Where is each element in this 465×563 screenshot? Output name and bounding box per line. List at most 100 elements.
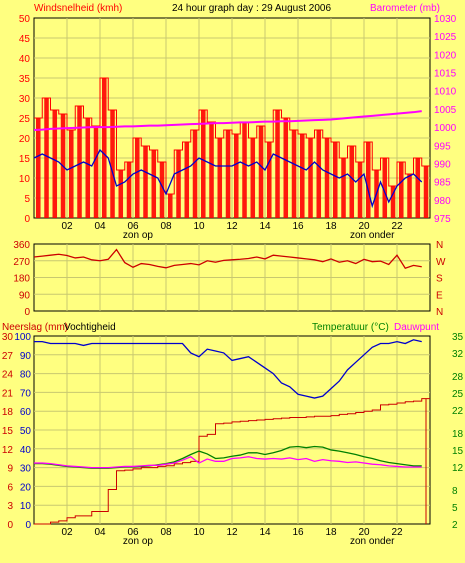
wind-gust-line [34, 77, 430, 195]
rain-ytick-3: 3 [7, 501, 13, 512]
baro-ytick-1025: 1025 [434, 32, 457, 43]
clim-xtick-18: 18 [325, 527, 337, 538]
clim-xtick-12: 12 [226, 527, 238, 538]
barometer-line [33, 110, 422, 131]
wind-gust-bar-45 [407, 174, 412, 218]
wind-gust-bar-0 [36, 118, 41, 218]
wind-gust-bar-38 [349, 146, 355, 218]
wind-gust-bar-1 [44, 98, 49, 218]
dir-compass-3: E [436, 290, 443, 301]
hum-ytick-40: 40 [20, 445, 32, 456]
rain-axis-title: Neerslag (mm) [2, 322, 68, 333]
hum-ytick-30: 30 [20, 464, 32, 475]
wind-xtick-12: 12 [226, 221, 238, 232]
wind-gust-bar-27 [258, 126, 264, 218]
wind-ytick-15: 15 [19, 154, 31, 165]
wind-ytick-10: 10 [19, 174, 31, 185]
wind-ytick-0: 0 [24, 214, 30, 225]
hum-ytick-10: 10 [20, 501, 32, 512]
chart-title: 24 hour graph day : 29 August 2006 [172, 3, 331, 14]
dir-ytick-0: 0 [24, 307, 30, 318]
wind-sunrise-label: zon op [123, 230, 153, 241]
barometer-axis-title: Barometer (mb) [370, 3, 440, 14]
wind-xtick-14: 14 [259, 221, 271, 232]
wind-gust-bar-2 [52, 110, 58, 218]
baro-ytick-995: 995 [434, 141, 451, 152]
hum-ytick-90: 90 [20, 351, 32, 362]
wind-gust-bar-10 [118, 170, 124, 218]
wind-gust-bar-20 [201, 110, 206, 218]
wind-gust-bar-15 [159, 162, 165, 218]
dir-compass-0: N [436, 240, 443, 251]
wind-xtick-22: 22 [391, 221, 403, 232]
wind-gust-bar-8 [102, 78, 107, 218]
rain-ytick-30: 30 [2, 332, 14, 343]
humidity-line [34, 339, 422, 399]
wind-gust-bar-39 [357, 162, 363, 218]
wind-gust-bar-11 [126, 162, 132, 218]
temp-ytick-35: 35 [452, 332, 464, 343]
hum-ytick-80: 80 [20, 370, 32, 381]
dir-compass-2: S [436, 274, 443, 285]
wind-gust-bar-32 [300, 134, 305, 218]
wind-ytick-30: 30 [19, 94, 31, 105]
baro-ytick-1000: 1000 [434, 123, 457, 134]
rain-ytick-27: 27 [2, 351, 14, 362]
wind-xtick-20: 20 [358, 221, 370, 232]
wind-gust-bar-19 [192, 130, 198, 218]
temp-ytick-28: 28 [452, 372, 464, 383]
baro-ytick-975: 975 [434, 214, 451, 225]
wind-gust-bar-40 [366, 142, 371, 218]
hum-ytick-100: 100 [14, 332, 31, 343]
wind-gust-bar-17 [176, 150, 181, 218]
hum-ytick-0: 0 [25, 520, 31, 531]
dir-compass-4: N [436, 307, 443, 318]
baro-ytick-1010: 1010 [434, 87, 457, 98]
wind-gust-bar-23 [225, 130, 231, 218]
wind-gust-bar-5 [77, 106, 82, 218]
wind-gust-bar-22 [217, 138, 223, 218]
wind-gust-bar-44 [399, 162, 404, 218]
wind-avg-line [33, 148, 423, 209]
dir-ytick-270: 270 [13, 257, 30, 268]
temp-ytick-15: 15 [452, 446, 464, 457]
wind-gust-bar-28 [267, 142, 272, 218]
wind-gust-bar-25 [242, 122, 247, 218]
hum-ytick-50: 50 [20, 426, 32, 437]
wind-gust-bar-37 [341, 158, 346, 218]
clim-xtick-14: 14 [259, 527, 271, 538]
wind-gust-bar-29 [275, 110, 280, 218]
wind-xtick-18: 18 [325, 221, 337, 232]
temp-ytick-12: 12 [452, 463, 464, 474]
wind-gust-bar-26 [250, 138, 256, 218]
temperature-axis-title: Temperatuur (°C) [312, 322, 389, 333]
rain-ytick-24: 24 [2, 370, 14, 381]
wind-gust-bar-13 [143, 146, 148, 218]
clim-xtick-08: 08 [160, 527, 172, 538]
wind-xtick-04: 04 [94, 221, 106, 232]
temp-ytick-5: 5 [452, 503, 458, 514]
baro-ytick-1020: 1020 [434, 50, 457, 61]
dir-ytick-90: 90 [19, 290, 31, 301]
temp-ytick-25: 25 [452, 389, 464, 400]
baro-ytick-980: 980 [434, 196, 451, 207]
rain-ytick-15: 15 [2, 426, 14, 437]
clim-xtick-02: 02 [61, 527, 73, 538]
rain-ytick-12: 12 [2, 445, 14, 456]
wind-gust-bar-34 [316, 130, 322, 218]
clim-xtick-06: 06 [127, 527, 139, 538]
wind-gust-bar-30 [283, 118, 289, 218]
baro-ytick-1030: 1030 [434, 14, 457, 25]
wind-gust-bar-12 [135, 138, 140, 218]
wind-gust-bar-21 [209, 122, 214, 218]
clim-xtick-04: 04 [94, 527, 106, 538]
wind-gust-bar-46 [415, 158, 421, 218]
wind-ytick-25: 25 [19, 114, 31, 125]
wind-ytick-45: 45 [19, 34, 31, 45]
wind-gust-bar-4 [69, 130, 74, 218]
dir-ytick-180: 180 [13, 274, 30, 285]
wind-ytick-20: 20 [19, 134, 31, 145]
wind-gust-bar-31 [291, 130, 297, 218]
